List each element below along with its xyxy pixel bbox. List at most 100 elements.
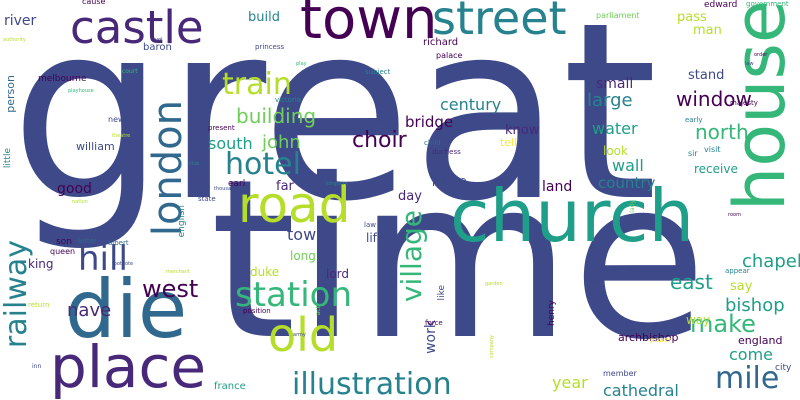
cloud-word-tell: tell	[500, 136, 518, 149]
cloud-word-chapel: chapel	[742, 251, 800, 272]
cloud-word-century: century	[440, 95, 502, 114]
cloud-word-henry: henry	[547, 300, 557, 326]
cloud-word-pass: pass	[677, 10, 707, 25]
cloud-word-place: place	[50, 333, 207, 400]
cloud-word-inn: inn	[32, 363, 42, 370]
cloud-word-royal: royal	[370, 116, 388, 124]
cloud-word-power: power	[650, 336, 672, 344]
cloud-word-lord: lord	[326, 267, 350, 281]
cloud-word-bishop: bishop	[725, 295, 785, 316]
cloud-word-year: year	[552, 373, 588, 392]
cloud-word-law-small: law	[745, 61, 754, 67]
cloud-word-great: great	[10, 0, 658, 255]
cloud-word-come: come	[729, 345, 774, 364]
cloud-word-earl: earl	[228, 179, 246, 189]
cloud-word-receive: receive	[694, 162, 738, 176]
cloud-word-garden: garden	[485, 281, 503, 287]
cloud-word-north: north	[695, 120, 749, 144]
cloud-word-window: window	[676, 87, 752, 111]
cloud-word-nave: nave	[67, 300, 112, 321]
cloud-word-richard: richard	[423, 37, 459, 48]
cloud-word-hall: hall	[590, 280, 600, 286]
cloud-word-die: die	[65, 263, 188, 356]
cloud-word-prince: prince	[432, 174, 467, 187]
cloud-word-william: william	[76, 140, 115, 153]
cloud-word-build: build	[248, 10, 280, 25]
cloud-word-john: john	[262, 132, 301, 153]
cloud-word-life: life	[366, 231, 385, 245]
cloud-word-city: city	[775, 363, 792, 373]
cloud-word-room: room	[728, 212, 741, 218]
cloud-word-river: river	[4, 13, 37, 29]
cloud-word-long: long	[290, 249, 316, 263]
cloud-word-town: town	[300, 0, 438, 52]
cloud-word-make: make	[690, 310, 756, 338]
cloud-word-duchess: duchess	[432, 148, 461, 156]
cloud-word-say: say	[730, 279, 753, 294]
cloud-word-playhouse: playhouse	[68, 88, 94, 94]
cloud-word-order: order	[754, 52, 768, 58]
cloud-word-duke: duke	[250, 265, 280, 279]
cloud-word-merchant: merchant	[166, 269, 191, 275]
cloud-word-man: man	[693, 23, 722, 38]
cloud-word-law: law	[364, 221, 376, 229]
cloud-word-land: land	[542, 179, 573, 195]
cloud-word-country: country	[598, 174, 656, 192]
cloud-word-princess: princess	[255, 43, 285, 51]
cloud-word-bridge: bridge	[405, 113, 454, 131]
cloud-word-return: return	[28, 301, 50, 309]
cloud-word-theatre: theatre	[112, 133, 131, 139]
cloud-word-son: son	[56, 237, 72, 247]
cloud-word-appear: appear	[725, 267, 750, 275]
cloud-word-play: play	[296, 61, 307, 67]
cloud-word-state: state	[198, 195, 216, 203]
cloud-word-like: like	[437, 285, 447, 301]
cloud-word-letter: letter	[78, 237, 97, 245]
cloud-word-kingdom: kingdom	[326, 181, 348, 187]
cloud-word-baron: baron	[143, 42, 172, 53]
cloud-word-mile: mile	[715, 361, 780, 396]
cloud-word-child: child	[424, 139, 441, 147]
cloud-word-building: building	[236, 104, 317, 128]
cloud-word-wall: wall	[612, 156, 644, 175]
cloud-word-subject: subject	[365, 68, 391, 76]
cloud-word-government: government	[746, 0, 789, 8]
cloud-word-footnote: footnote	[112, 261, 134, 267]
cloud-word-choir: choir	[352, 128, 407, 153]
cloud-word-club: club	[189, 161, 200, 167]
cloud-word-time: time	[210, 132, 708, 388]
cloud-word-little: little	[3, 148, 13, 169]
cloud-word-authority: authority	[3, 37, 26, 43]
cloud-word-army: army	[293, 332, 306, 338]
cloud-word-good: good	[57, 181, 92, 197]
cloud-word-court: court	[122, 68, 138, 75]
cloud-word-melbourne: melbourne	[38, 74, 87, 84]
cloud-word-hill: hill	[78, 239, 128, 279]
cloud-word-new: new	[108, 115, 125, 124]
cloud-word-small: small	[596, 76, 634, 92]
cloud-word-parliament: parliament	[596, 11, 640, 20]
cloud-word-illustration: illustration	[292, 367, 452, 400]
cloud-word-king: king	[28, 257, 54, 271]
cloud-word-train: train	[222, 67, 292, 102]
cloud-word-queen: queen	[50, 247, 76, 256]
cloud-word-cathedral: cathedral	[603, 381, 679, 400]
cloud-word-way: way	[686, 313, 711, 327]
cloud-word-old: old	[268, 308, 339, 362]
cloud-word-village: village	[395, 210, 428, 303]
cloud-word-archbishop: archbishop	[618, 331, 679, 344]
cloud-word-water: water	[592, 119, 638, 138]
cloud-word-far: far	[276, 179, 294, 194]
cloud-word-vol: vol	[155, 37, 163, 43]
cloud-word-look: look	[603, 144, 628, 158]
cloud-word-know: know	[505, 123, 540, 138]
cloud-word-lady: lady	[629, 200, 636, 213]
cloud-word-visit: visit	[704, 145, 721, 154]
cloud-word-south: south	[208, 134, 253, 153]
cloud-word-stand: stand	[688, 68, 725, 83]
cloud-word-victoria: victoria	[275, 96, 302, 104]
cloud-word-tower: tower	[287, 225, 333, 244]
cloud-word-large: large	[587, 90, 633, 111]
cloud-word-act: act	[315, 306, 322, 316]
